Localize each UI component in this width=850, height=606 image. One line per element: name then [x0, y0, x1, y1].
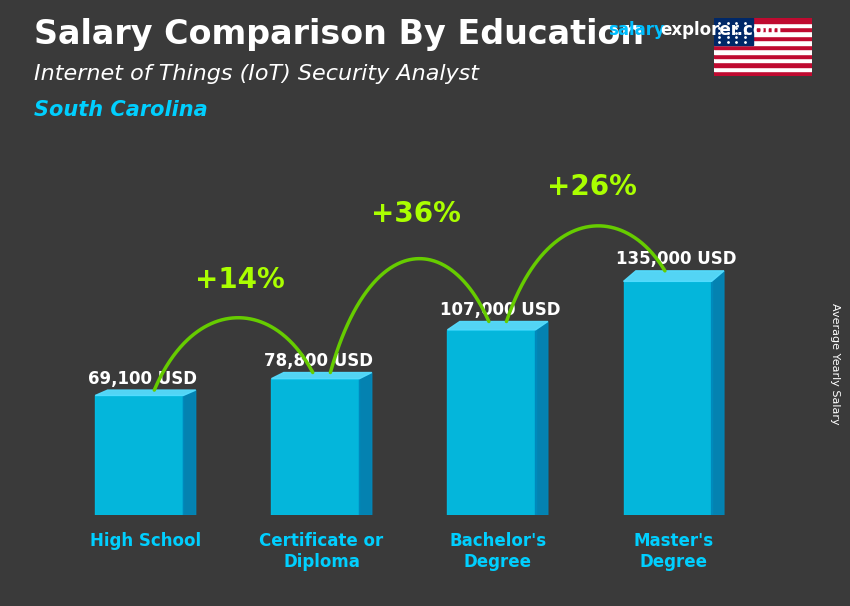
Bar: [624, 281, 711, 515]
Text: High School: High School: [90, 532, 201, 550]
Polygon shape: [711, 271, 724, 515]
Text: Certificate or
Diploma: Certificate or Diploma: [259, 532, 383, 571]
Text: South Carolina: South Carolina: [34, 100, 207, 120]
Text: Bachelor's
Degree: Bachelor's Degree: [449, 532, 547, 571]
Text: Master's
Degree: Master's Degree: [633, 532, 714, 571]
Text: explorer.com: explorer.com: [660, 21, 782, 39]
Text: +26%: +26%: [547, 173, 637, 201]
Text: 135,000 USD: 135,000 USD: [616, 250, 737, 268]
Bar: [714, 49, 812, 53]
Bar: [714, 18, 812, 22]
Bar: [714, 32, 812, 36]
Bar: [714, 53, 812, 58]
Bar: [271, 379, 360, 515]
Bar: [714, 22, 812, 27]
Text: Internet of Things (IoT) Security Analyst: Internet of Things (IoT) Security Analys…: [34, 64, 479, 84]
Bar: [714, 45, 812, 49]
Polygon shape: [95, 390, 196, 396]
Text: 107,000 USD: 107,000 USD: [440, 301, 561, 319]
Bar: [714, 58, 812, 62]
Bar: [714, 67, 812, 72]
Polygon shape: [447, 322, 547, 330]
Bar: [95, 396, 184, 515]
Bar: [714, 72, 812, 76]
Text: 69,100 USD: 69,100 USD: [88, 370, 197, 388]
Bar: [714, 18, 753, 45]
Polygon shape: [184, 390, 196, 515]
Bar: [714, 36, 812, 41]
Bar: [447, 330, 536, 515]
Bar: [714, 27, 812, 32]
Polygon shape: [536, 322, 547, 515]
Text: salary: salary: [608, 21, 665, 39]
Bar: [714, 41, 812, 45]
Polygon shape: [271, 373, 371, 379]
Text: Salary Comparison By Education: Salary Comparison By Education: [34, 18, 644, 51]
Text: +14%: +14%: [195, 266, 285, 294]
Polygon shape: [360, 373, 371, 515]
Text: Average Yearly Salary: Average Yearly Salary: [830, 303, 840, 424]
Text: +36%: +36%: [371, 199, 461, 228]
Text: 78,800 USD: 78,800 USD: [264, 352, 373, 370]
Polygon shape: [624, 271, 724, 281]
Bar: [714, 62, 812, 67]
